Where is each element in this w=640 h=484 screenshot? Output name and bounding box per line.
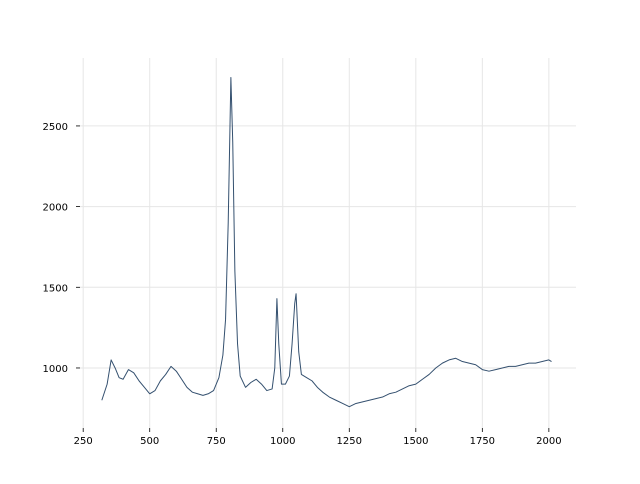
x-tick-label: 250: [74, 436, 93, 447]
x-tick-label: 1500: [403, 436, 428, 447]
x-tick-label: 500: [140, 436, 159, 447]
x-tick-label: 1250: [337, 436, 362, 447]
x-tick-label: 1000: [270, 436, 295, 447]
y-tick-label: 2500: [43, 122, 68, 133]
y-tick-label: 2000: [43, 203, 68, 214]
y-tick-label: 1000: [43, 364, 68, 375]
line: [101, 77, 552, 408]
y-tick-label: 1500: [43, 283, 68, 294]
x-tick-label: 1750: [470, 436, 495, 447]
x-tick-label: 2000: [536, 436, 561, 447]
x-tick-label: 750: [207, 436, 226, 447]
